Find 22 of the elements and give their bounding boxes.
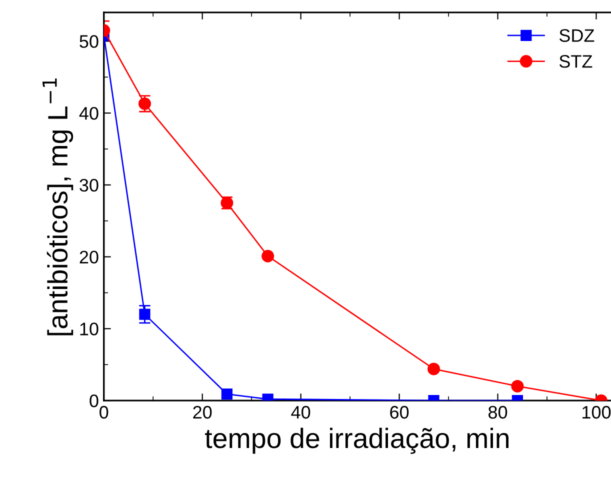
y-tick-label: 40	[79, 106, 98, 120]
legend-label: STZ	[559, 55, 592, 68]
x-tick-label: 60	[390, 406, 409, 419]
point	[428, 362, 440, 376]
legend-label: SDZ	[559, 29, 594, 42]
point	[139, 308, 150, 320]
x-tick-label: 40	[291, 406, 310, 419]
x-axis-title: tempo de irradiação, min	[205, 428, 508, 454]
y-axis-title: [antibióticos], mg L$^{−1}$	[42, 78, 74, 336]
x-tick-label: 0	[100, 406, 108, 419]
y-tick-label: 20	[80, 250, 98, 264]
y-tick-label: 50	[80, 35, 98, 48]
x-tick-label: 80	[488, 406, 508, 419]
y-tick-label: 0	[90, 394, 98, 408]
point	[511, 380, 524, 392]
y-tick-label: 10	[80, 322, 98, 336]
point	[138, 97, 151, 110]
x-tick-label: 100	[582, 406, 611, 419]
point	[221, 388, 233, 400]
y-tick-label: 30	[80, 178, 98, 192]
x-tick-label: 20	[193, 406, 212, 419]
point	[262, 250, 274, 262]
